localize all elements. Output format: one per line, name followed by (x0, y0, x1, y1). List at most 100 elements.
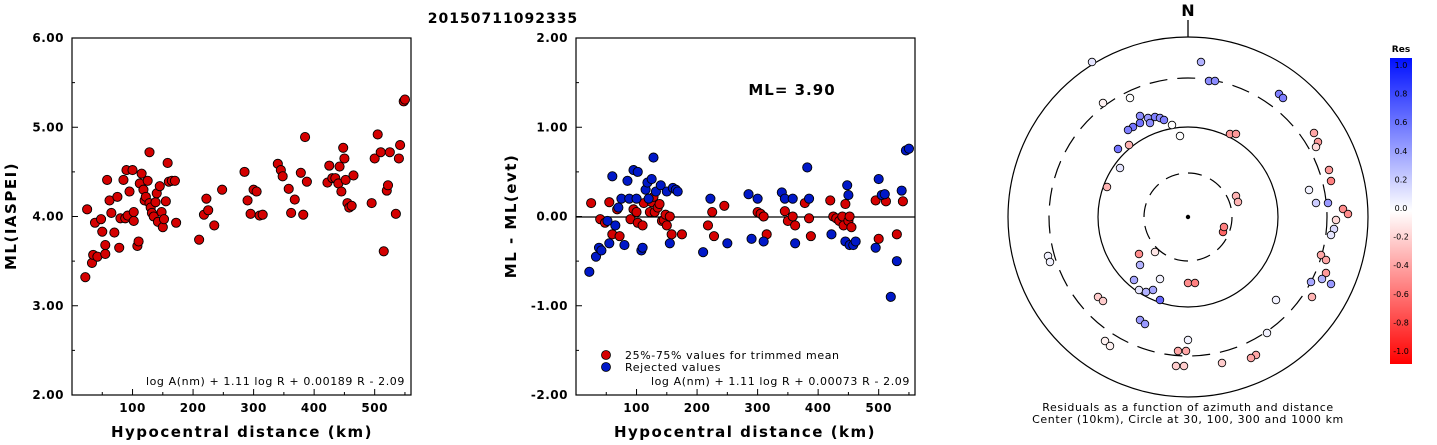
middle-ytick-label: 2.00 (536, 31, 568, 45)
middle-data-point (891, 256, 902, 267)
middle-data-point (705, 193, 716, 204)
polar-station-point (1141, 287, 1151, 297)
left-data-point (369, 153, 380, 164)
middle-formula: log A(nm) + 1.11 log R + 0.00073 R - 2.0… (651, 375, 910, 388)
middle-data-point (790, 238, 801, 249)
middle-data-point (631, 206, 642, 218)
left-data-point (100, 240, 111, 251)
left-data-point (150, 197, 161, 208)
left-data-point (382, 180, 394, 191)
middle-data-point (746, 233, 757, 244)
colorbar-label: 0.2 (1395, 175, 1408, 184)
left-data-point (160, 196, 171, 207)
left-data-point (283, 183, 294, 194)
middle-data-point (631, 193, 642, 204)
polar-station-point (1102, 182, 1112, 192)
left-axis-ticks: 100 200 300 400 500 2.00 3.00 4.00 5.00 6.00 (32, 31, 406, 415)
middle-data-point (702, 220, 714, 231)
middle-data-point (632, 166, 643, 177)
ring-30km (1143, 172, 1233, 262)
middle-data-point (604, 238, 615, 249)
polar-station-point (1343, 209, 1353, 219)
left-data-point (340, 174, 351, 185)
left-data-point (158, 214, 170, 225)
middle-panel: 100 200 300 400 500 -2.00 -1.00 0.00 1.00 2.00 ML… (502, 31, 916, 441)
polar-station-point (1183, 278, 1193, 288)
polar-station-point (1309, 128, 1319, 138)
left-ytick-label: 5.00 (32, 120, 64, 134)
polar-station-point (1175, 131, 1185, 141)
left-data-point (112, 191, 123, 202)
middle-data-point (879, 189, 890, 200)
middle-data-point (614, 231, 625, 242)
left-data-point (372, 129, 383, 140)
polar-station-point (1321, 268, 1331, 278)
left-data-point (109, 227, 120, 238)
polar-station-point (1246, 353, 1256, 363)
middle-data-point (664, 238, 675, 249)
polar-station-point (1135, 260, 1145, 270)
middle-data-point (758, 236, 769, 247)
left-data-point (378, 246, 389, 257)
left-data-point (366, 198, 377, 209)
polar-station-point (1307, 292, 1317, 302)
left-data-point (162, 157, 173, 168)
legend-kept-marker (601, 350, 611, 360)
left-data-point (384, 147, 395, 158)
polar-station-point (1326, 230, 1336, 240)
left-data-point (217, 184, 228, 195)
center-point (1185, 214, 1191, 220)
left-data-point (80, 272, 91, 283)
left-xtick-label: 200 (180, 401, 207, 415)
polar-station-point (1159, 115, 1169, 125)
ring-100km (1097, 126, 1279, 308)
middle-data-point (596, 245, 607, 256)
polar-station-point (1196, 57, 1206, 67)
polar-station-point (1210, 76, 1220, 86)
left-data-point (142, 175, 153, 186)
left-data-point (251, 186, 262, 197)
middle-data-point (885, 291, 896, 302)
middle-data-point (622, 175, 633, 186)
middle-data-point (844, 211, 855, 222)
left-xtick-label: 500 (361, 401, 388, 415)
middle-data-point (846, 222, 857, 233)
left-data-point (128, 215, 139, 227)
middle-data-point (643, 193, 654, 204)
left-xlabel: Hypocentral distance (km) (111, 423, 373, 441)
polar-station-point (1323, 198, 1333, 208)
middle-data-point (646, 173, 657, 185)
middle-data-point (779, 206, 790, 217)
middle-data-point (897, 196, 908, 207)
left-ytick-label: 4.00 (32, 210, 64, 224)
polar-station-point (1113, 144, 1123, 154)
middle-data-point (896, 185, 907, 196)
polar-station-point (1124, 140, 1134, 150)
left-data-point (334, 161, 345, 172)
left-data-point (124, 186, 135, 197)
polar-station-point (1278, 93, 1288, 103)
middle-data-point (648, 152, 659, 163)
left-data-point (346, 200, 357, 211)
legend-kept-label: 25%-75% values for trimmed mean (625, 349, 840, 362)
polar-residual-points (1043, 57, 1353, 371)
left-data-point (295, 167, 306, 178)
left-data-point (144, 147, 155, 158)
left-data-points (80, 94, 410, 283)
left-data-point (286, 207, 297, 218)
polar-station-point (1167, 120, 1177, 130)
polar-caption-line1: Residuals as a function of azimuth and d… (1042, 401, 1333, 414)
middle-data-point (804, 213, 815, 224)
left-data-point (136, 168, 147, 179)
left-data-point (118, 174, 129, 185)
middle-data-point (584, 266, 595, 277)
middle-data-point (758, 211, 769, 222)
polar-station-point (1155, 274, 1165, 284)
middle-xtick-label: 200 (684, 401, 711, 415)
left-ytick-label: 6.00 (32, 31, 64, 45)
residual-colorbar: Res 1.0 0.8 0.6 0.4 0.2 0.0 -0.2 -0.4 -0.6 -0.8 -1… (1390, 45, 1412, 364)
north-label: N (1181, 1, 1194, 20)
polar-station-point (1306, 277, 1316, 287)
middle-data-point (607, 171, 618, 182)
